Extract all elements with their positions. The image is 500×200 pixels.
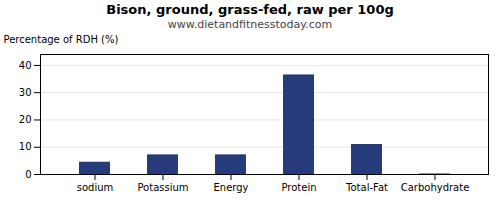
svg-text:Total-Fat: Total-Fat <box>345 182 388 193</box>
html-text:Bison, ground, grass-fed, raw: Bison, ground, grass-fed, raw per 100g <box>106 2 394 17</box>
svg-text:Potassium: Potassium <box>137 182 188 193</box>
svg-text:20: 20 <box>19 114 32 125</box>
svg-text:Protein: Protein <box>281 182 316 193</box>
svg-text:0: 0 <box>25 169 31 180</box>
svg-text:Energy: Energy <box>213 182 248 193</box>
svg-text:30: 30 <box>19 87 32 98</box>
svg-text:40: 40 <box>19 60 32 71</box>
html-text:www.dietandfitnesstoday.com: www.dietandfitnesstoday.com <box>167 18 333 31</box>
svg-text:Percentage of RDH (%): Percentage of RDH (%) <box>4 34 119 45</box>
svg-text:10: 10 <box>19 141 32 152</box>
svg-text:Carbohydrate: Carbohydrate <box>401 182 470 193</box>
svg-text:sodium: sodium <box>77 182 114 193</box>
